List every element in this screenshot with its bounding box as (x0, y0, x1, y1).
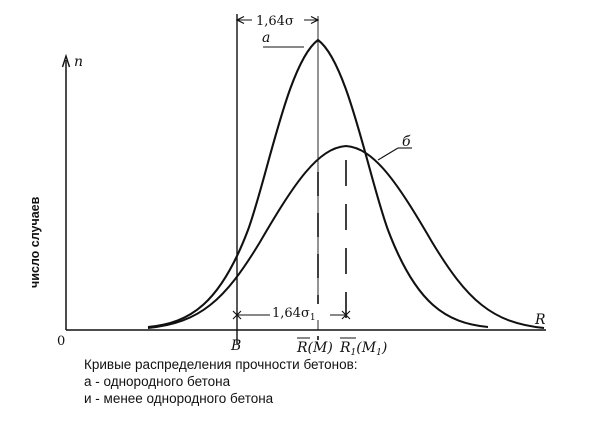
bottom-dimension-sub: 1 (310, 313, 316, 323)
r1m1-sub: 1 (351, 348, 357, 358)
top-dimension-bg (252, 12, 304, 28)
curve-b-label: б (402, 134, 411, 150)
bottom-dimension-label: 1,64σ1 (272, 306, 316, 323)
y-axis-title: число случаев (28, 196, 42, 288)
bottom-dimension-main: 1,64σ (272, 306, 310, 321)
r1m1-m: (M (356, 340, 376, 356)
curve-a (147, 38, 489, 329)
top-dimension-label: 1,64σ (256, 14, 294, 29)
top-dimension-arrow-left (235, 15, 245, 25)
point-rm-label: R(M) (296, 340, 333, 356)
caption-line-a: а - однородного бетона (84, 374, 231, 389)
y-axis-letter: n (74, 54, 83, 70)
curve-b (147, 144, 545, 329)
r1m1-msub: 1 (376, 348, 382, 358)
y-axis-arrow (61, 53, 71, 68)
curve-a-label: а (262, 30, 270, 46)
bottom-dimension-tick-right (341, 310, 351, 320)
bottom-dimension-tick-left (232, 310, 242, 320)
r1m1-close: ) (381, 340, 387, 356)
point-b-label: B (230, 338, 241, 354)
figure-caption: Кривые распределения прочности бетонов: … (84, 356, 584, 407)
r1m1-r: R (339, 340, 351, 356)
point-r1m1-label: R1(M1) (339, 340, 387, 358)
caption-line-b: и - менее однородного бетона (84, 391, 274, 406)
caption-line-title: Кривые распределения прочности бетонов: (84, 357, 358, 372)
leader-b (377, 147, 399, 161)
bottom-dimension-bg (270, 304, 330, 320)
origin-label: 0 (57, 334, 65, 349)
top-dimension-arrow-right (310, 15, 320, 25)
x-axis-letter: R (534, 312, 546, 328)
